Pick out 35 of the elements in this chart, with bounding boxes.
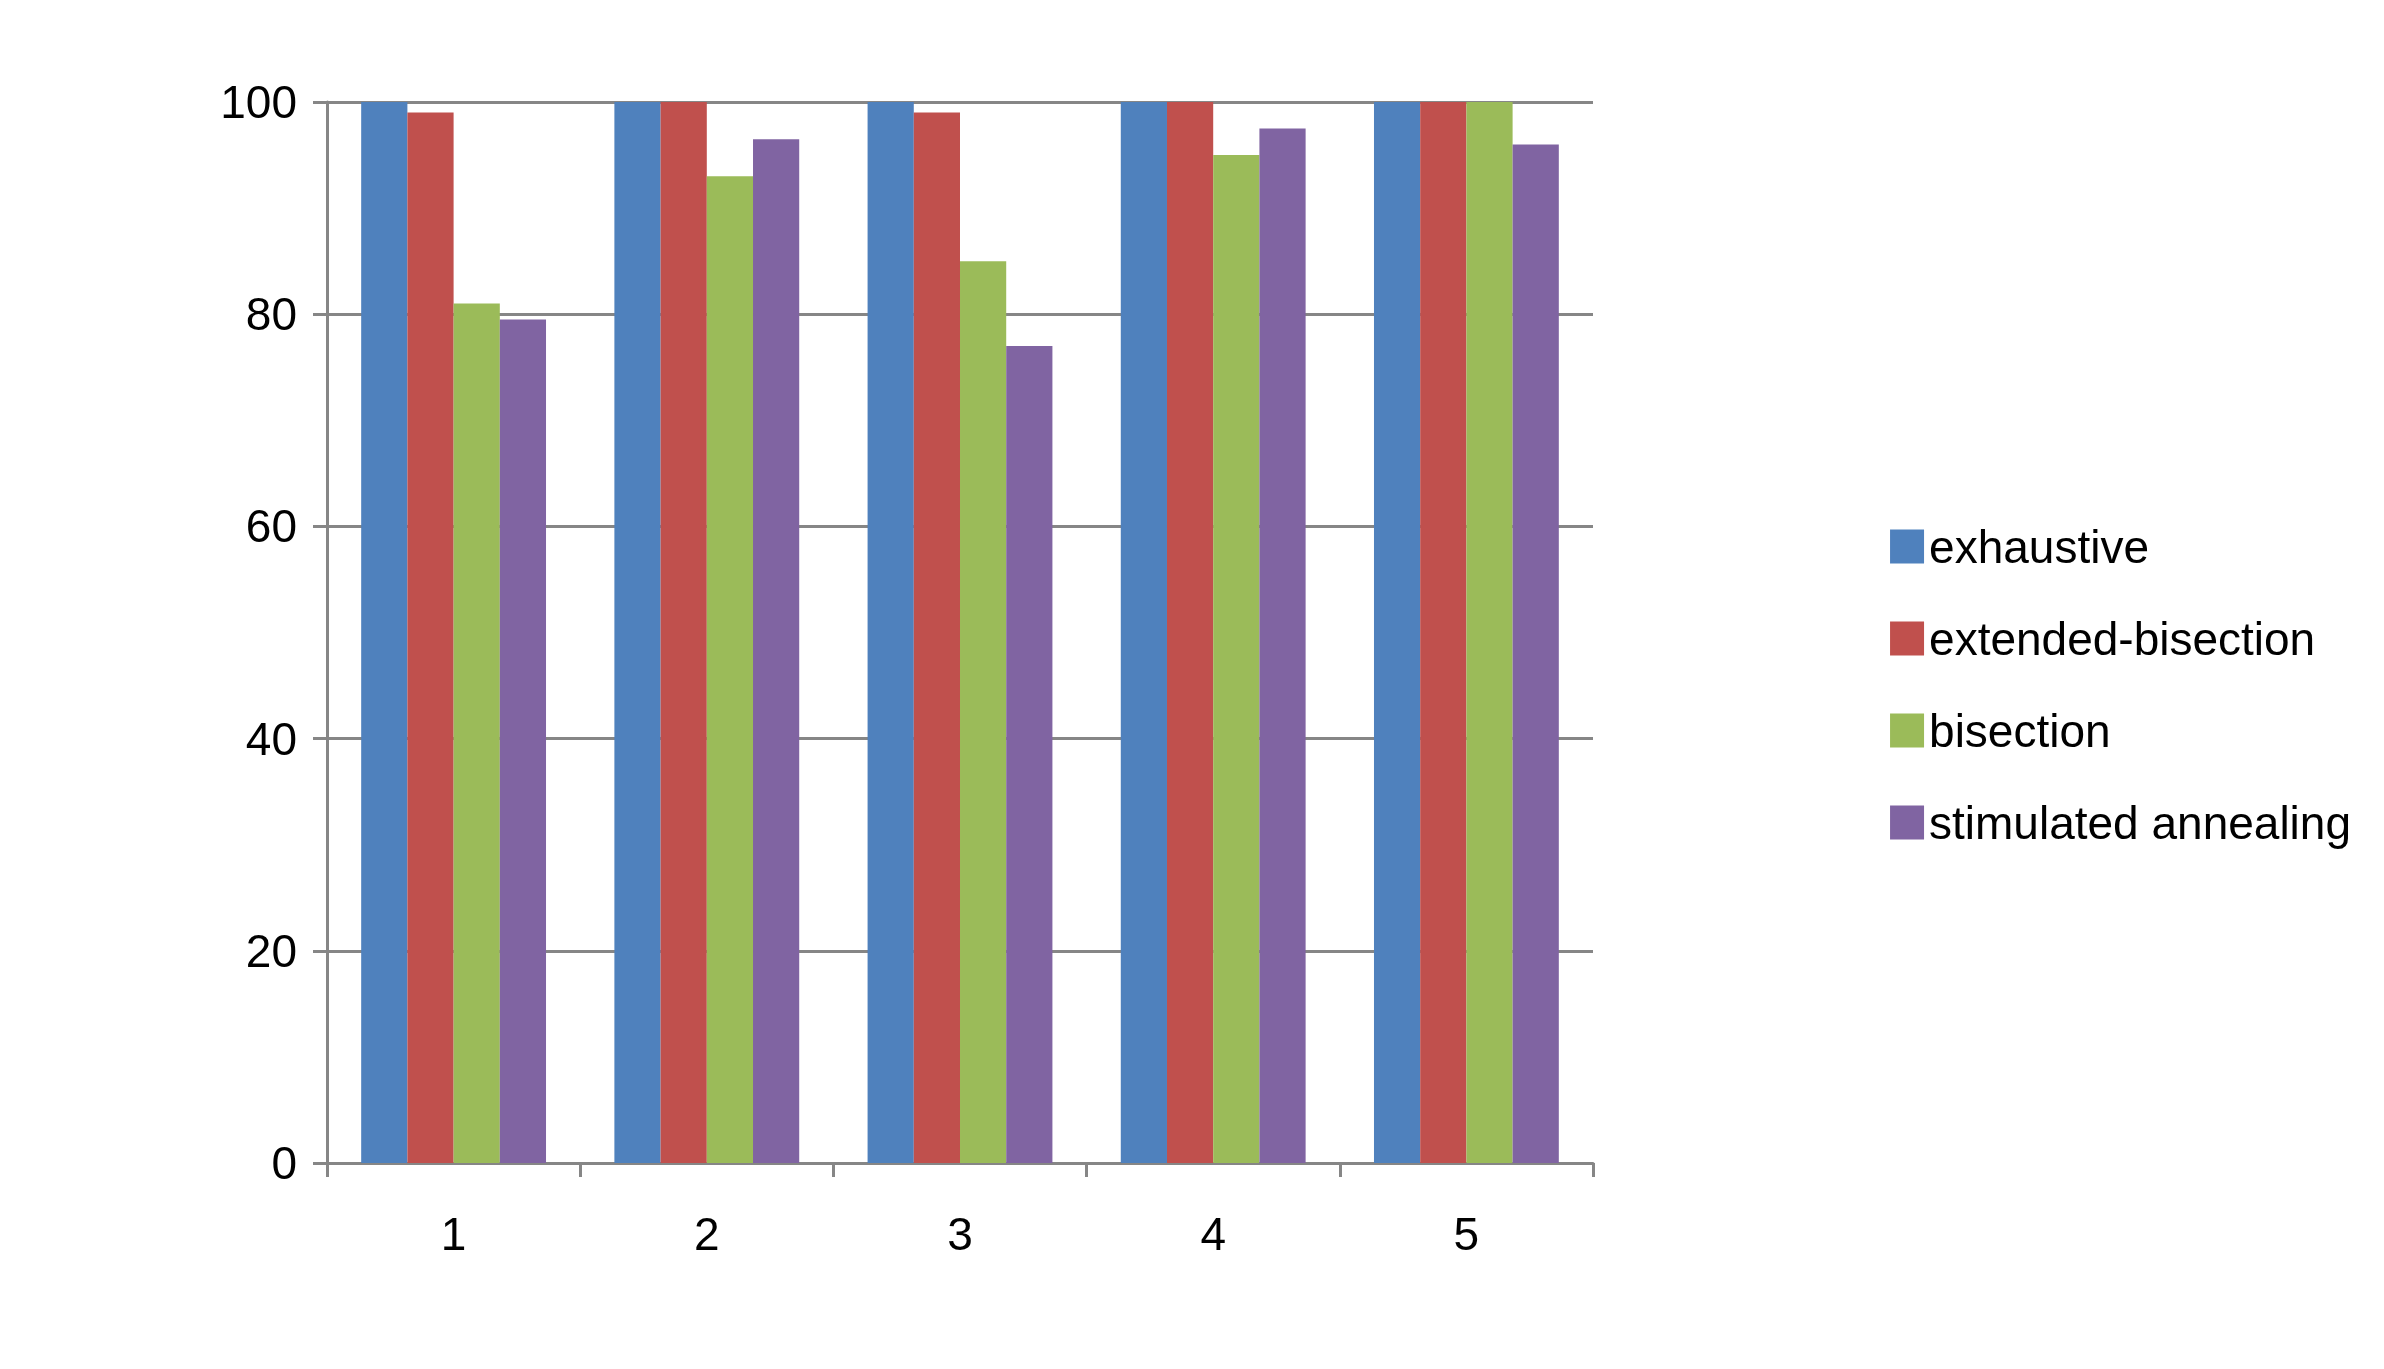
bar: [913, 112, 960, 1163]
bar: [1006, 346, 1053, 1163]
legend-label: exhaustive: [1929, 520, 2149, 573]
bar: [1259, 128, 1306, 1163]
bar: [867, 102, 914, 1163]
bar: [706, 176, 754, 1163]
bar: [753, 139, 800, 1163]
bar: [1120, 102, 1167, 1163]
bar: [361, 102, 408, 1163]
bar: [499, 319, 547, 1163]
x-tick-label: 3: [947, 1208, 973, 1260]
legend-label: bisection: [1929, 704, 2111, 757]
bar: [614, 102, 661, 1163]
y-tick-label: 60: [245, 500, 297, 553]
bar: [453, 303, 500, 1163]
x-tick-label: 2: [694, 1208, 720, 1260]
y-tick-label: 0: [271, 1137, 297, 1189]
x-tick-label: 1: [440, 1208, 467, 1260]
legend-label: extended-bisection: [1929, 612, 2316, 665]
y-tick-label: 100: [220, 76, 297, 128]
bar: [1512, 144, 1559, 1163]
x-tick-label: 4: [1200, 1208, 1226, 1260]
bar: [960, 261, 1007, 1163]
bar: [1420, 102, 1467, 1163]
bar: [660, 102, 707, 1163]
legend-label: stimulated annealing: [1929, 796, 2351, 849]
bar: [1166, 102, 1214, 1163]
bar: [1466, 102, 1513, 1163]
bar: [1213, 155, 1260, 1163]
bar: [1373, 102, 1421, 1163]
y-tick-label: 20: [245, 924, 297, 977]
y-tick-label: 80: [245, 288, 297, 341]
x-tick-label: 5: [1453, 1208, 1480, 1260]
y-tick-label: 40: [245, 712, 297, 765]
bar: [407, 112, 454, 1163]
